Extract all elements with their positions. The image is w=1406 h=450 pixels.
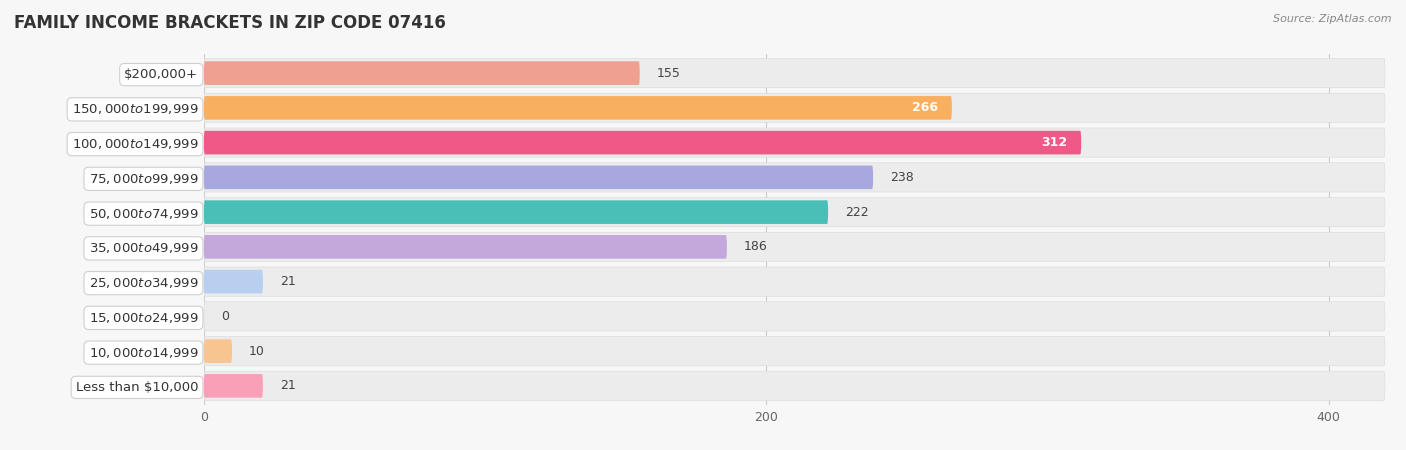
FancyBboxPatch shape — [204, 267, 1385, 296]
FancyBboxPatch shape — [204, 163, 1385, 192]
FancyBboxPatch shape — [204, 58, 1385, 88]
FancyBboxPatch shape — [204, 96, 952, 120]
FancyBboxPatch shape — [204, 235, 727, 259]
FancyBboxPatch shape — [204, 270, 263, 293]
FancyBboxPatch shape — [204, 200, 828, 224]
Text: 266: 266 — [912, 101, 938, 114]
Text: Source: ZipAtlas.com: Source: ZipAtlas.com — [1274, 14, 1392, 23]
FancyBboxPatch shape — [204, 232, 1385, 261]
Text: 222: 222 — [845, 206, 869, 219]
FancyBboxPatch shape — [204, 198, 1385, 227]
Text: 21: 21 — [280, 379, 295, 392]
Text: 186: 186 — [744, 240, 768, 253]
Text: FAMILY INCOME BRACKETS IN ZIP CODE 07416: FAMILY INCOME BRACKETS IN ZIP CODE 07416 — [14, 14, 446, 32]
Text: 0: 0 — [221, 310, 229, 323]
FancyBboxPatch shape — [204, 371, 1385, 400]
Text: 155: 155 — [657, 67, 681, 80]
FancyBboxPatch shape — [204, 374, 263, 398]
FancyBboxPatch shape — [204, 131, 1081, 154]
FancyBboxPatch shape — [204, 128, 1385, 157]
Text: 312: 312 — [1040, 136, 1067, 149]
FancyBboxPatch shape — [204, 61, 640, 85]
Text: 238: 238 — [890, 171, 914, 184]
FancyBboxPatch shape — [204, 166, 873, 189]
FancyBboxPatch shape — [204, 302, 1385, 331]
Text: 10: 10 — [249, 345, 264, 358]
FancyBboxPatch shape — [204, 337, 1385, 366]
FancyBboxPatch shape — [204, 93, 1385, 122]
FancyBboxPatch shape — [204, 339, 232, 363]
Text: 21: 21 — [280, 275, 295, 288]
